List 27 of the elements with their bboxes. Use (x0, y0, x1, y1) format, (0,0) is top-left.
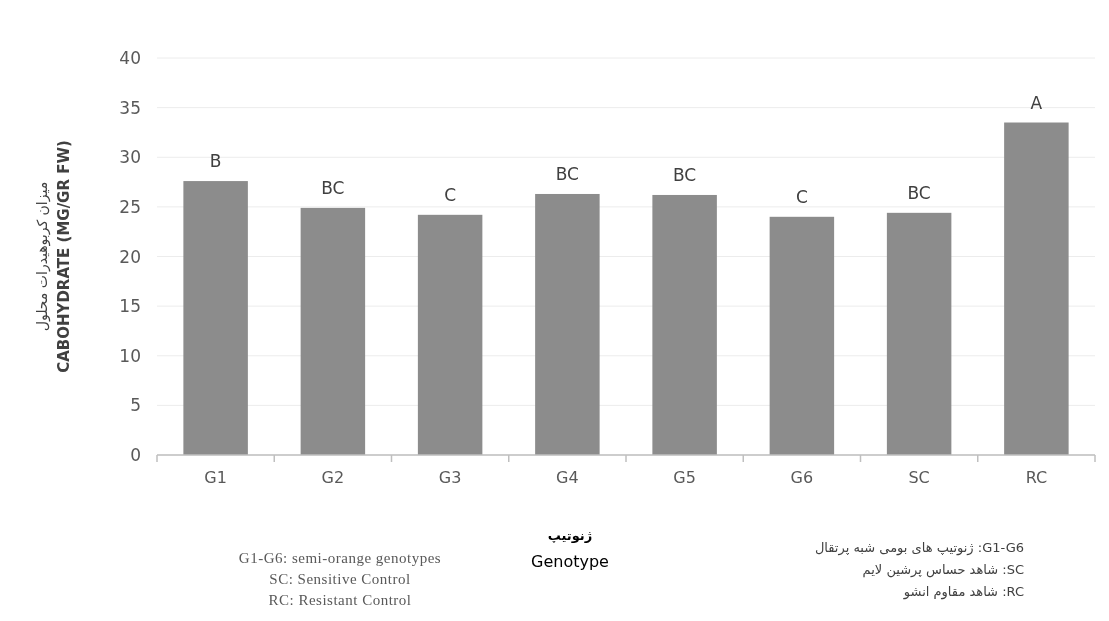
x-tick-label: G1 (204, 468, 227, 487)
text: G1-G6: semi-orange genotypes SC: Sensitive Control RC: Resistant Control (237, 549, 443, 610)
data-label: A (1030, 92, 1043, 113)
y-tick-label: 5 (130, 395, 141, 416)
data-label: C (444, 184, 457, 205)
y-tick-label: 10 (119, 345, 141, 366)
data-label: BC (555, 163, 579, 184)
data-label: BC (907, 182, 931, 203)
data-label: B (209, 151, 222, 172)
y-tick-label: 30 (119, 147, 141, 168)
y-tick-label: 20 (119, 246, 141, 267)
y-tick-label: 35 (119, 97, 141, 118)
y-tick-label: 40 (119, 48, 141, 68)
x-tick-label: G6 (790, 468, 814, 487)
data-label: C (795, 186, 808, 207)
text: G1-G6: ژنوتیپ های بومی شبه پرتقال SC: شاهد حساس پرشین لایم RC: شاهد مقاوم انشو (813, 539, 1024, 602)
y-tick-label: 15 (119, 296, 141, 317)
data-label: BC (673, 164, 697, 185)
y-tick-label: 25 (119, 196, 141, 217)
x-tick-label: G4 (556, 468, 579, 487)
x-tick-label: G3 (438, 468, 462, 487)
x-tick-label: G5 (673, 468, 696, 487)
data-label: BC (321, 177, 345, 198)
x-tick-label: G2 (321, 468, 345, 487)
x-tick-label: SC (908, 468, 930, 487)
y-tick-label: 0 (130, 445, 141, 465)
x-tick-label: RC (1025, 468, 1048, 487)
